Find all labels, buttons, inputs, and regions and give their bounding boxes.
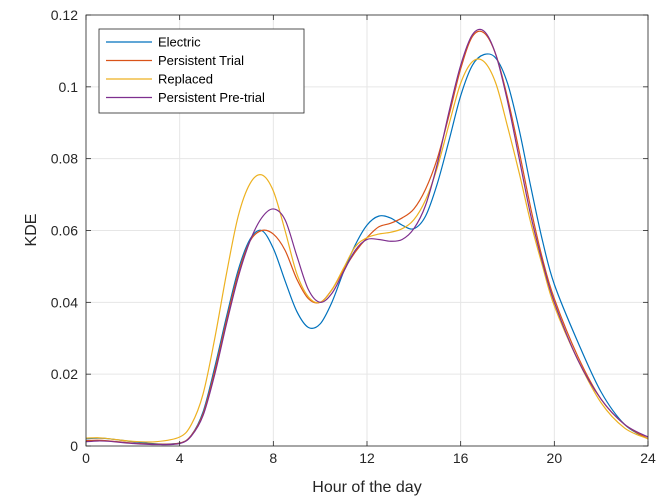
legend-label-replaced: Replaced — [158, 72, 213, 87]
y-tick-label: 0.04 — [51, 294, 78, 310]
x-tick-label: 24 — [640, 450, 656, 466]
legend: Electric Persistent Trial Replaced Persiste… — [98, 28, 305, 114]
x-axis-label: Hour of the day — [312, 479, 421, 496]
x-tick-label: 20 — [547, 450, 563, 466]
legend-label-persistent-trial: Persistent Trial — [158, 53, 244, 68]
y-tick-label: 0 — [70, 438, 78, 454]
y-axis-label: KDE — [23, 214, 40, 247]
series-line-persistent-pre-trial — [85, 28, 649, 446]
series-line-electric — [85, 53, 649, 445]
series-line-persistent-trial — [85, 30, 649, 445]
x-tick-label: 16 — [453, 450, 469, 466]
y-tick-label: 0.06 — [51, 223, 78, 239]
y-tick-label: 0.12 — [51, 7, 78, 23]
x-tick-label: 12 — [359, 450, 375, 466]
y-tick-label: 0.02 — [51, 366, 78, 382]
legend-label-persistent-pre-trial: Persistent Pre-trial — [158, 90, 265, 105]
series-lines — [85, 28, 649, 446]
series-line-replaced — [85, 58, 649, 443]
axis-ticks: 0 4 8 12 16 20 24 0 0.02 0.04 0.06 0.08 0.1 0.12 — [51, 7, 656, 466]
y-tick-label: 0.1 — [59, 79, 79, 95]
y-tick-label: 0.08 — [51, 151, 78, 167]
legend-box — [98, 28, 305, 114]
x-tick-label: 8 — [269, 450, 277, 466]
x-tick-label: 4 — [176, 450, 184, 466]
x-tick-label: 0 — [82, 450, 90, 466]
legend-label-electric: Electric — [158, 35, 201, 50]
